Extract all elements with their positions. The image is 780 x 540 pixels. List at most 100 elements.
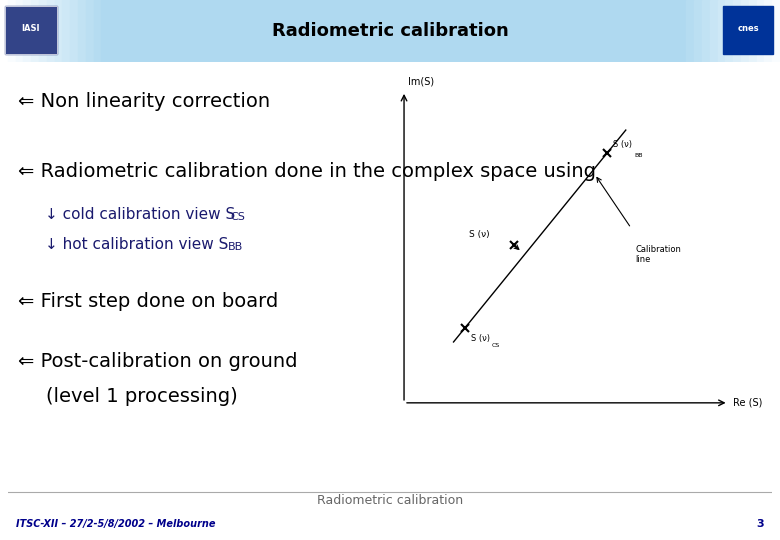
- Bar: [554, 0, 562, 62]
- Bar: [55, 0, 62, 62]
- Bar: [156, 0, 164, 62]
- Bar: [62, 0, 70, 62]
- Bar: [250, 0, 257, 62]
- Bar: [86, 0, 94, 62]
- Text: CS: CS: [492, 342, 500, 348]
- Bar: [593, 0, 601, 62]
- Bar: [257, 0, 265, 62]
- Bar: [538, 0, 546, 62]
- Text: ITSC-XII – 27/2-5/8/2002 – Melbourne: ITSC-XII – 27/2-5/8/2002 – Melbourne: [16, 518, 215, 529]
- Bar: [569, 0, 577, 62]
- Bar: [562, 0, 569, 62]
- Bar: [218, 0, 226, 62]
- Bar: [710, 0, 718, 62]
- Bar: [16, 0, 23, 62]
- Bar: [546, 0, 554, 62]
- Bar: [723, 6, 773, 54]
- Bar: [281, 0, 289, 62]
- Bar: [343, 0, 351, 62]
- Bar: [608, 0, 616, 62]
- Bar: [640, 0, 647, 62]
- Bar: [499, 0, 507, 62]
- Bar: [328, 0, 335, 62]
- Bar: [8, 0, 16, 62]
- Bar: [429, 0, 437, 62]
- Bar: [476, 0, 484, 62]
- Text: cnes: cnes: [737, 24, 759, 32]
- Bar: [101, 0, 109, 62]
- Bar: [0, 0, 8, 62]
- Bar: [452, 0, 460, 62]
- Bar: [382, 0, 390, 62]
- Bar: [468, 0, 476, 62]
- Bar: [624, 0, 632, 62]
- Bar: [515, 0, 523, 62]
- Bar: [359, 0, 367, 62]
- Bar: [647, 0, 655, 62]
- Bar: [374, 0, 382, 62]
- Bar: [195, 0, 203, 62]
- Bar: [164, 0, 172, 62]
- Bar: [421, 0, 429, 62]
- Bar: [172, 0, 179, 62]
- Bar: [226, 0, 234, 62]
- Bar: [203, 0, 211, 62]
- Text: ⇐ Radiometric calibration done in the complex space using: ⇐ Radiometric calibration done in the co…: [18, 162, 596, 181]
- Bar: [772, 0, 780, 62]
- Bar: [398, 0, 406, 62]
- Bar: [296, 0, 304, 62]
- Bar: [655, 0, 663, 62]
- Text: IASI: IASI: [22, 24, 41, 32]
- Bar: [507, 0, 515, 62]
- Bar: [125, 0, 133, 62]
- Bar: [577, 0, 585, 62]
- Bar: [757, 0, 764, 62]
- Bar: [70, 0, 78, 62]
- Text: S (ν): S (ν): [469, 230, 490, 239]
- Bar: [406, 0, 413, 62]
- Bar: [242, 0, 250, 62]
- Text: BB: BB: [634, 152, 643, 158]
- Bar: [265, 0, 273, 62]
- Text: 3: 3: [757, 518, 764, 529]
- Bar: [437, 0, 445, 62]
- Text: Radiometric calibration: Radiometric calibration: [317, 494, 463, 508]
- Bar: [187, 0, 195, 62]
- Bar: [749, 0, 757, 62]
- Text: Radiometric calibration: Radiometric calibration: [271, 22, 509, 40]
- Text: CS: CS: [230, 212, 245, 222]
- Text: Im(S): Im(S): [408, 77, 434, 87]
- Bar: [733, 0, 741, 62]
- Bar: [23, 0, 31, 62]
- Bar: [234, 0, 242, 62]
- Text: ⇐ Non linearity correction: ⇐ Non linearity correction: [18, 92, 270, 111]
- Bar: [78, 0, 86, 62]
- Bar: [39, 0, 47, 62]
- Bar: [679, 0, 686, 62]
- Bar: [585, 0, 593, 62]
- Bar: [140, 0, 148, 62]
- Bar: [445, 0, 452, 62]
- Text: Calibration
line: Calibration line: [635, 245, 681, 264]
- Text: ⇐ First step done on board: ⇐ First step done on board: [18, 292, 278, 310]
- Bar: [273, 0, 281, 62]
- Bar: [109, 0, 117, 62]
- Bar: [530, 0, 538, 62]
- Bar: [211, 0, 218, 62]
- Bar: [5, 6, 57, 54]
- Text: (level 1 processing): (level 1 processing): [46, 387, 238, 406]
- Bar: [289, 0, 296, 62]
- Bar: [718, 0, 725, 62]
- Bar: [741, 0, 749, 62]
- Bar: [413, 0, 421, 62]
- Text: Re (S): Re (S): [732, 398, 762, 408]
- Bar: [694, 0, 702, 62]
- Bar: [335, 0, 343, 62]
- Bar: [702, 0, 710, 62]
- Bar: [523, 0, 530, 62]
- Bar: [460, 0, 468, 62]
- Bar: [304, 0, 312, 62]
- Bar: [5, 6, 57, 54]
- Text: S (ν): S (ν): [471, 334, 490, 343]
- Bar: [601, 0, 608, 62]
